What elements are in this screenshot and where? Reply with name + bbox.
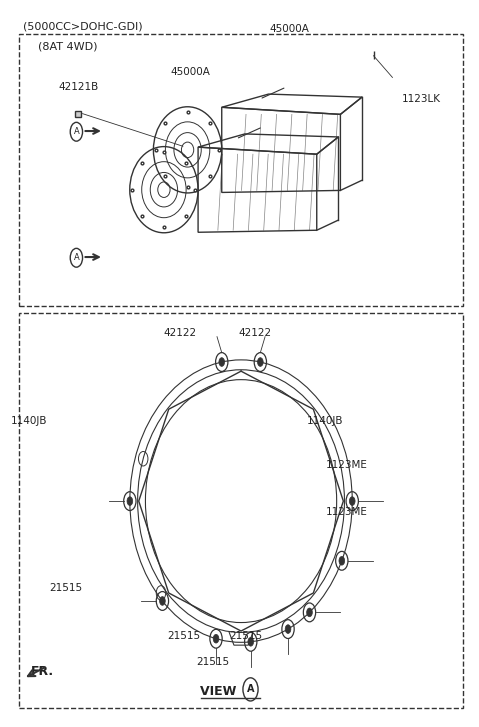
Circle shape [258,358,263,366]
Text: 42122: 42122 [239,328,272,338]
Text: 1140JB: 1140JB [11,417,47,427]
Text: A: A [73,253,79,262]
Text: 21515: 21515 [196,656,229,667]
Text: 42121B: 42121B [59,82,99,92]
Text: 1140JB: 1140JB [308,417,344,427]
Text: VIEW: VIEW [200,685,241,698]
Circle shape [307,608,312,616]
Text: (8AT 4WD): (8AT 4WD) [37,41,97,51]
Text: A: A [73,127,79,136]
Circle shape [339,556,345,565]
Circle shape [248,638,253,646]
Circle shape [127,497,133,505]
Text: 21515: 21515 [49,583,82,593]
Circle shape [160,597,165,606]
Text: 45000A: 45000A [269,24,309,34]
Circle shape [349,497,355,505]
Text: 21515: 21515 [229,632,262,641]
Text: 1123ME: 1123ME [326,460,368,470]
Text: A: A [247,684,254,694]
Circle shape [213,635,219,643]
Text: 21515: 21515 [168,632,201,641]
Text: FR.: FR. [31,664,54,678]
Text: 1123LK: 1123LK [402,95,441,104]
Text: 42122: 42122 [163,328,196,338]
Text: 45000A: 45000A [170,68,210,78]
Circle shape [285,624,291,633]
Text: (5000CC>DOHC-GDI): (5000CC>DOHC-GDI) [23,22,143,32]
Circle shape [219,358,225,366]
Text: 1123ME: 1123ME [326,507,368,517]
